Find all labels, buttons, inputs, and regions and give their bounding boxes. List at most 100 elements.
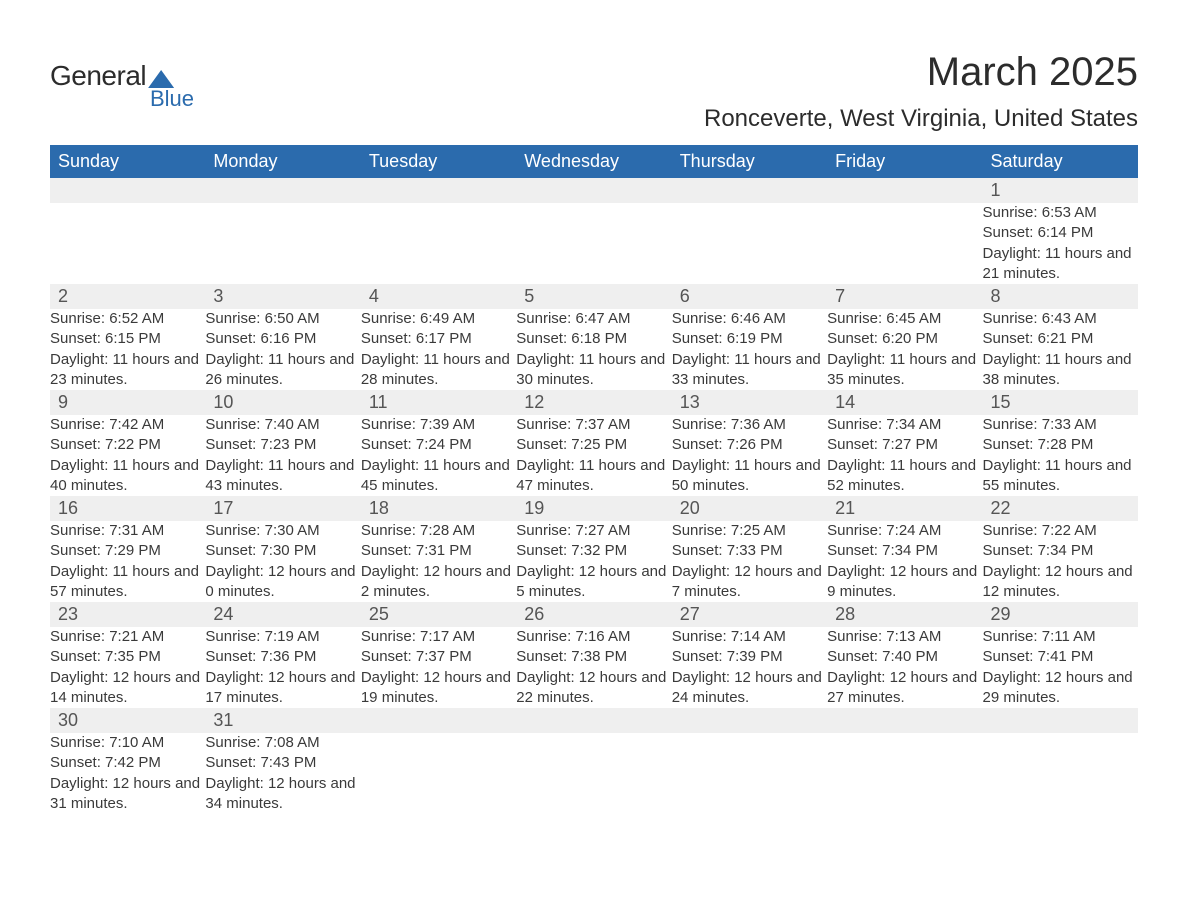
day-details: Sunrise: 7:08 AMSunset: 7:43 PMDaylight:…	[205, 733, 360, 814]
detail-cell: Sunrise: 7:30 AMSunset: 7:30 PMDaylight:…	[205, 521, 360, 602]
detail-cell: Sunrise: 7:33 AMSunset: 7:28 PMDaylight:…	[983, 415, 1138, 496]
sunset-line: Sunset: 7:41 PM	[983, 647, 1138, 667]
daylight-line: Daylight: 12 hours and 27 minutes.	[827, 668, 982, 709]
daynum-cell: 3	[205, 284, 360, 309]
daynum-cell: 8	[983, 284, 1138, 309]
detail-cell	[205, 203, 360, 284]
day-number: 4	[361, 284, 516, 309]
day-details: Sunrise: 7:21 AMSunset: 7:35 PMDaylight:…	[50, 627, 205, 708]
logo-text-blue: Blue	[150, 86, 194, 112]
location-text: Ronceverte, West Virginia, United States	[704, 105, 1138, 133]
daylight-line: Daylight: 12 hours and 19 minutes.	[361, 668, 516, 709]
daynum-cell: 17	[205, 496, 360, 521]
detail-row: Sunrise: 7:21 AMSunset: 7:35 PMDaylight:…	[50, 627, 1138, 708]
day-number: 23	[50, 602, 205, 627]
detail-cell: Sunrise: 7:31 AMSunset: 7:29 PMDaylight:…	[50, 521, 205, 602]
day-details: Sunrise: 7:13 AMSunset: 7:40 PMDaylight:…	[827, 627, 982, 708]
daylight-line: Daylight: 11 hours and 33 minutes.	[672, 350, 827, 391]
sunset-line: Sunset: 7:34 PM	[983, 541, 1138, 561]
sunset-line: Sunset: 7:40 PM	[827, 647, 982, 667]
sunrise-line: Sunrise: 7:33 AM	[983, 415, 1138, 435]
day-number: 19	[516, 496, 671, 521]
daylight-line: Daylight: 11 hours and 50 minutes.	[672, 456, 827, 497]
detail-cell: Sunrise: 6:46 AMSunset: 6:19 PMDaylight:…	[672, 309, 827, 390]
detail-cell: Sunrise: 7:17 AMSunset: 7:37 PMDaylight:…	[361, 627, 516, 708]
day-details: Sunrise: 7:34 AMSunset: 7:27 PMDaylight:…	[827, 415, 982, 496]
detail-cell: Sunrise: 7:42 AMSunset: 7:22 PMDaylight:…	[50, 415, 205, 496]
detail-cell	[361, 203, 516, 284]
daylight-line: Daylight: 12 hours and 0 minutes.	[205, 562, 360, 603]
sunrise-line: Sunrise: 7:16 AM	[516, 627, 671, 647]
day-number: 6	[672, 284, 827, 309]
sunrise-line: Sunrise: 7:17 AM	[361, 627, 516, 647]
daynum-cell	[983, 708, 1138, 733]
sunset-line: Sunset: 6:14 PM	[983, 223, 1138, 243]
day-number: 29	[983, 602, 1138, 627]
day-details: Sunrise: 7:33 AMSunset: 7:28 PMDaylight:…	[983, 415, 1138, 496]
daylight-line: Daylight: 12 hours and 7 minutes.	[672, 562, 827, 603]
sunset-line: Sunset: 7:27 PM	[827, 435, 982, 455]
sunset-line: Sunset: 7:33 PM	[672, 541, 827, 561]
sunset-line: Sunset: 7:30 PM	[205, 541, 360, 561]
sunrise-line: Sunrise: 7:39 AM	[361, 415, 516, 435]
sunset-line: Sunset: 7:37 PM	[361, 647, 516, 667]
detail-cell: Sunrise: 6:45 AMSunset: 6:20 PMDaylight:…	[827, 309, 982, 390]
day-details: Sunrise: 7:27 AMSunset: 7:32 PMDaylight:…	[516, 521, 671, 602]
daylight-line: Daylight: 11 hours and 55 minutes.	[983, 456, 1138, 497]
day-details: Sunrise: 6:45 AMSunset: 6:20 PMDaylight:…	[827, 309, 982, 390]
day-details: Sunrise: 7:10 AMSunset: 7:42 PMDaylight:…	[50, 733, 205, 814]
daylight-line: Daylight: 11 hours and 23 minutes.	[50, 350, 205, 391]
sunrise-line: Sunrise: 7:14 AM	[672, 627, 827, 647]
detail-cell: Sunrise: 7:14 AMSunset: 7:39 PMDaylight:…	[672, 627, 827, 708]
day-number: 20	[672, 496, 827, 521]
calendar-body: 1Sunrise: 6:53 AMSunset: 6:14 PMDaylight…	[50, 178, 1138, 814]
day-details: Sunrise: 7:31 AMSunset: 7:29 PMDaylight:…	[50, 521, 205, 602]
daylight-line: Daylight: 11 hours and 40 minutes.	[50, 456, 205, 497]
detail-cell: Sunrise: 7:39 AMSunset: 7:24 PMDaylight:…	[361, 415, 516, 496]
day-number: 3	[205, 284, 360, 309]
day-details: Sunrise: 7:14 AMSunset: 7:39 PMDaylight:…	[672, 627, 827, 708]
daynum-row: 3031	[50, 708, 1138, 733]
detail-cell: Sunrise: 7:21 AMSunset: 7:35 PMDaylight:…	[50, 627, 205, 708]
day-details: Sunrise: 6:43 AMSunset: 6:21 PMDaylight:…	[983, 309, 1138, 390]
sunrise-line: Sunrise: 6:45 AM	[827, 309, 982, 329]
sunset-line: Sunset: 7:31 PM	[361, 541, 516, 561]
day-number: 1	[983, 178, 1138, 203]
sunset-line: Sunset: 6:18 PM	[516, 329, 671, 349]
daynum-row: 9101112131415	[50, 390, 1138, 415]
detail-cell	[50, 203, 205, 284]
sunrise-line: Sunrise: 6:50 AM	[205, 309, 360, 329]
sunset-line: Sunset: 7:38 PM	[516, 647, 671, 667]
sunset-line: Sunset: 7:32 PM	[516, 541, 671, 561]
daynum-cell: 23	[50, 602, 205, 627]
detail-cell	[516, 733, 671, 814]
day-number: 31	[205, 708, 360, 733]
sunrise-line: Sunrise: 6:49 AM	[361, 309, 516, 329]
daynum-cell: 11	[361, 390, 516, 415]
sunset-line: Sunset: 7:25 PM	[516, 435, 671, 455]
day-details: Sunrise: 6:47 AMSunset: 6:18 PMDaylight:…	[516, 309, 671, 390]
daynum-row: 1	[50, 178, 1138, 203]
weekday-header: Tuesday	[361, 145, 516, 178]
day-number: 26	[516, 602, 671, 627]
detail-cell: Sunrise: 7:13 AMSunset: 7:40 PMDaylight:…	[827, 627, 982, 708]
daylight-line: Daylight: 12 hours and 14 minutes.	[50, 668, 205, 709]
daynum-cell	[205, 178, 360, 203]
sunset-line: Sunset: 7:26 PM	[672, 435, 827, 455]
sunset-line: Sunset: 6:16 PM	[205, 329, 360, 349]
day-details: Sunrise: 7:22 AMSunset: 7:34 PMDaylight:…	[983, 521, 1138, 602]
sunset-line: Sunset: 7:42 PM	[50, 753, 205, 773]
daynum-cell	[361, 708, 516, 733]
daylight-line: Daylight: 12 hours and 34 minutes.	[205, 774, 360, 815]
day-details: Sunrise: 6:52 AMSunset: 6:15 PMDaylight:…	[50, 309, 205, 390]
day-number: 7	[827, 284, 982, 309]
sunrise-line: Sunrise: 7:30 AM	[205, 521, 360, 541]
day-details: Sunrise: 7:25 AMSunset: 7:33 PMDaylight:…	[672, 521, 827, 602]
sunrise-line: Sunrise: 7:34 AM	[827, 415, 982, 435]
daynum-cell	[827, 178, 982, 203]
daynum-cell: 16	[50, 496, 205, 521]
detail-row: Sunrise: 7:31 AMSunset: 7:29 PMDaylight:…	[50, 521, 1138, 602]
sunset-line: Sunset: 7:34 PM	[827, 541, 982, 561]
detail-cell: Sunrise: 7:40 AMSunset: 7:23 PMDaylight:…	[205, 415, 360, 496]
daynum-cell: 1	[983, 178, 1138, 203]
